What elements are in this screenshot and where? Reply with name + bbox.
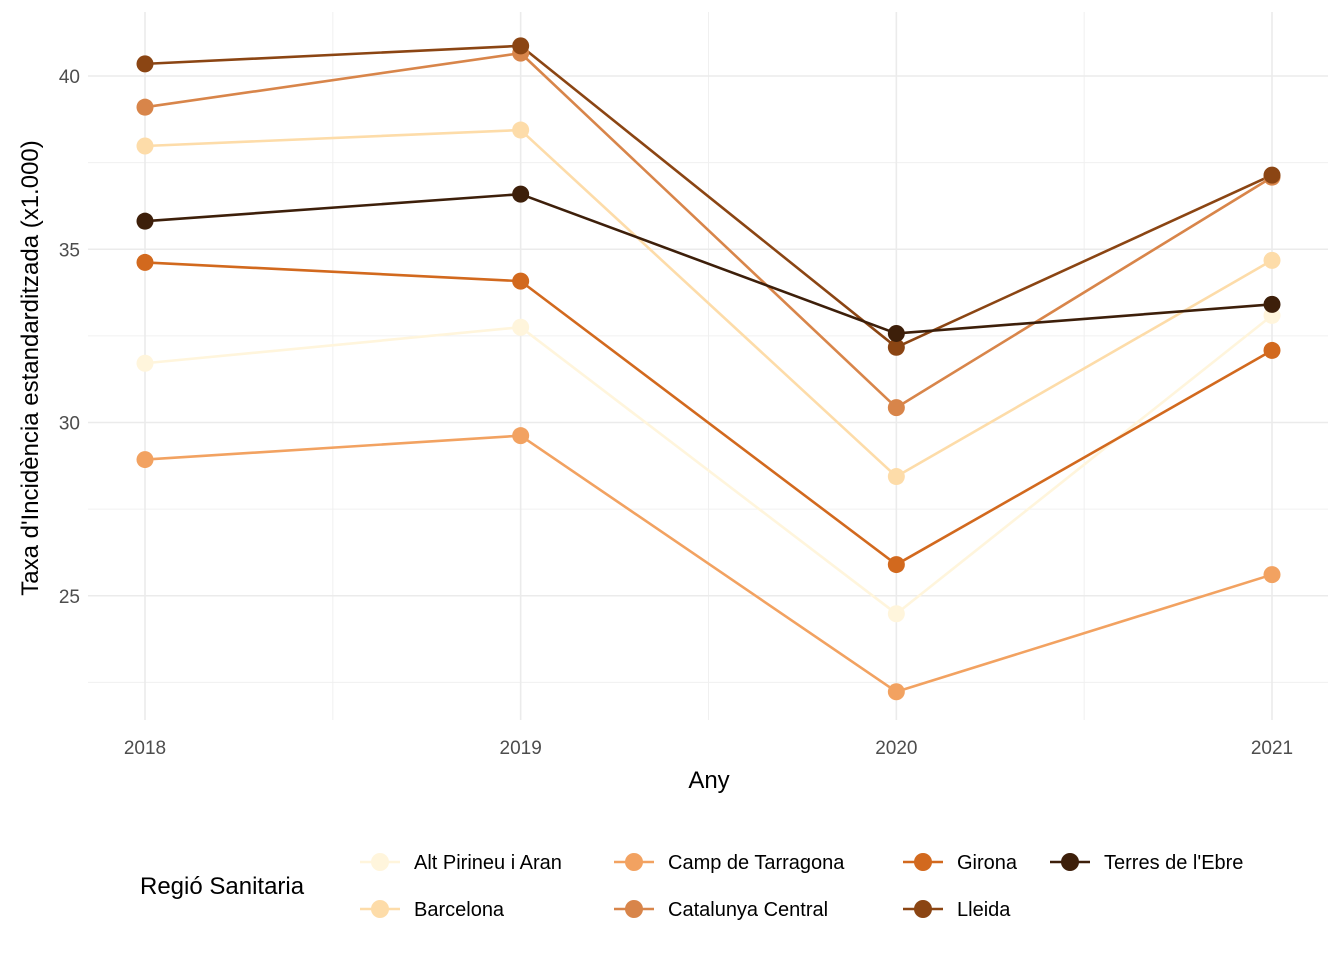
series-line-3: [144, 51, 1273, 409]
data-point: [512, 272, 530, 290]
minor-gridlines: [88, 12, 1328, 720]
series-line-6: [144, 192, 1273, 335]
series-lines: [144, 44, 1273, 694]
legend-key-point: [914, 900, 932, 918]
data-point: [887, 605, 905, 623]
y-tick-label: 40: [59, 67, 80, 88]
x-tick-label: 2021: [1251, 738, 1293, 759]
data-point: [887, 338, 905, 356]
legend-key: [614, 900, 654, 918]
data-point: [887, 683, 905, 701]
data-point: [512, 185, 530, 203]
y-tick-label: 30: [59, 414, 80, 435]
data-point: [1263, 341, 1281, 359]
legend-label: Alt Pirineu i Aran: [414, 852, 562, 874]
x-axis-title: Any: [688, 767, 729, 794]
data-point: [887, 399, 905, 417]
data-point: [1263, 251, 1281, 269]
legend-label: Catalunya Central: [668, 899, 828, 921]
series-points: [136, 37, 1281, 701]
data-point: [887, 468, 905, 486]
x-tick-label: 2018: [124, 738, 166, 759]
legend-key-point: [1061, 853, 1079, 871]
series-line-2: [144, 434, 1273, 694]
legend-label: Terres de l'Ebre: [1104, 852, 1243, 874]
legend: Regió Sanitaria Alt Pirineu i Aran Barcel…: [140, 852, 1243, 921]
data-point: [512, 121, 530, 139]
legend-key: [360, 853, 400, 871]
legend-key-point: [625, 853, 643, 871]
data-point: [136, 55, 154, 73]
x-tick-label: 2019: [500, 738, 542, 759]
data-point: [136, 137, 154, 155]
data-point: [512, 318, 530, 336]
legend-key: [360, 900, 400, 918]
series-line-1: [144, 128, 1273, 478]
legend-key-point: [371, 853, 389, 871]
series-line-0: [144, 314, 1273, 616]
data-point: [136, 253, 154, 271]
legend-key: [1050, 853, 1090, 871]
series-line-4: [144, 261, 1273, 566]
y-tick-label: 35: [59, 240, 80, 261]
y-axis-title: Taxa d'Incidència estandarditzada (x1.00…: [17, 140, 44, 596]
x-tick-label: 2020: [875, 738, 917, 759]
legend-key-point: [371, 900, 389, 918]
data-point: [512, 37, 530, 55]
legend-label: Barcelona: [414, 899, 505, 921]
data-point: [887, 324, 905, 342]
data-point: [1263, 295, 1281, 313]
series-line-5: [144, 44, 1273, 349]
legend-key-point: [625, 900, 643, 918]
y-tick-label: 25: [59, 587, 80, 608]
legend-label: Lleida: [957, 899, 1011, 921]
legend-label: Camp de Tarragona: [668, 852, 845, 874]
data-point: [512, 427, 530, 445]
x-axis-ticks: 2018 2019 2020 2021: [124, 738, 1293, 759]
legend-key: [903, 853, 943, 871]
data-point: [136, 212, 154, 230]
legend-key: [903, 900, 943, 918]
data-point: [1263, 166, 1281, 184]
legend-key: [614, 853, 654, 871]
data-point: [136, 98, 154, 116]
data-point: [136, 354, 154, 372]
data-point: [1263, 566, 1281, 584]
y-axis-ticks: 25 30 35 40: [59, 67, 80, 608]
data-point: [887, 556, 905, 574]
legend-title: Regió Sanitaria: [140, 873, 305, 900]
legend-key-point: [914, 853, 932, 871]
data-point: [136, 451, 154, 469]
legend-label: Girona: [957, 852, 1018, 874]
